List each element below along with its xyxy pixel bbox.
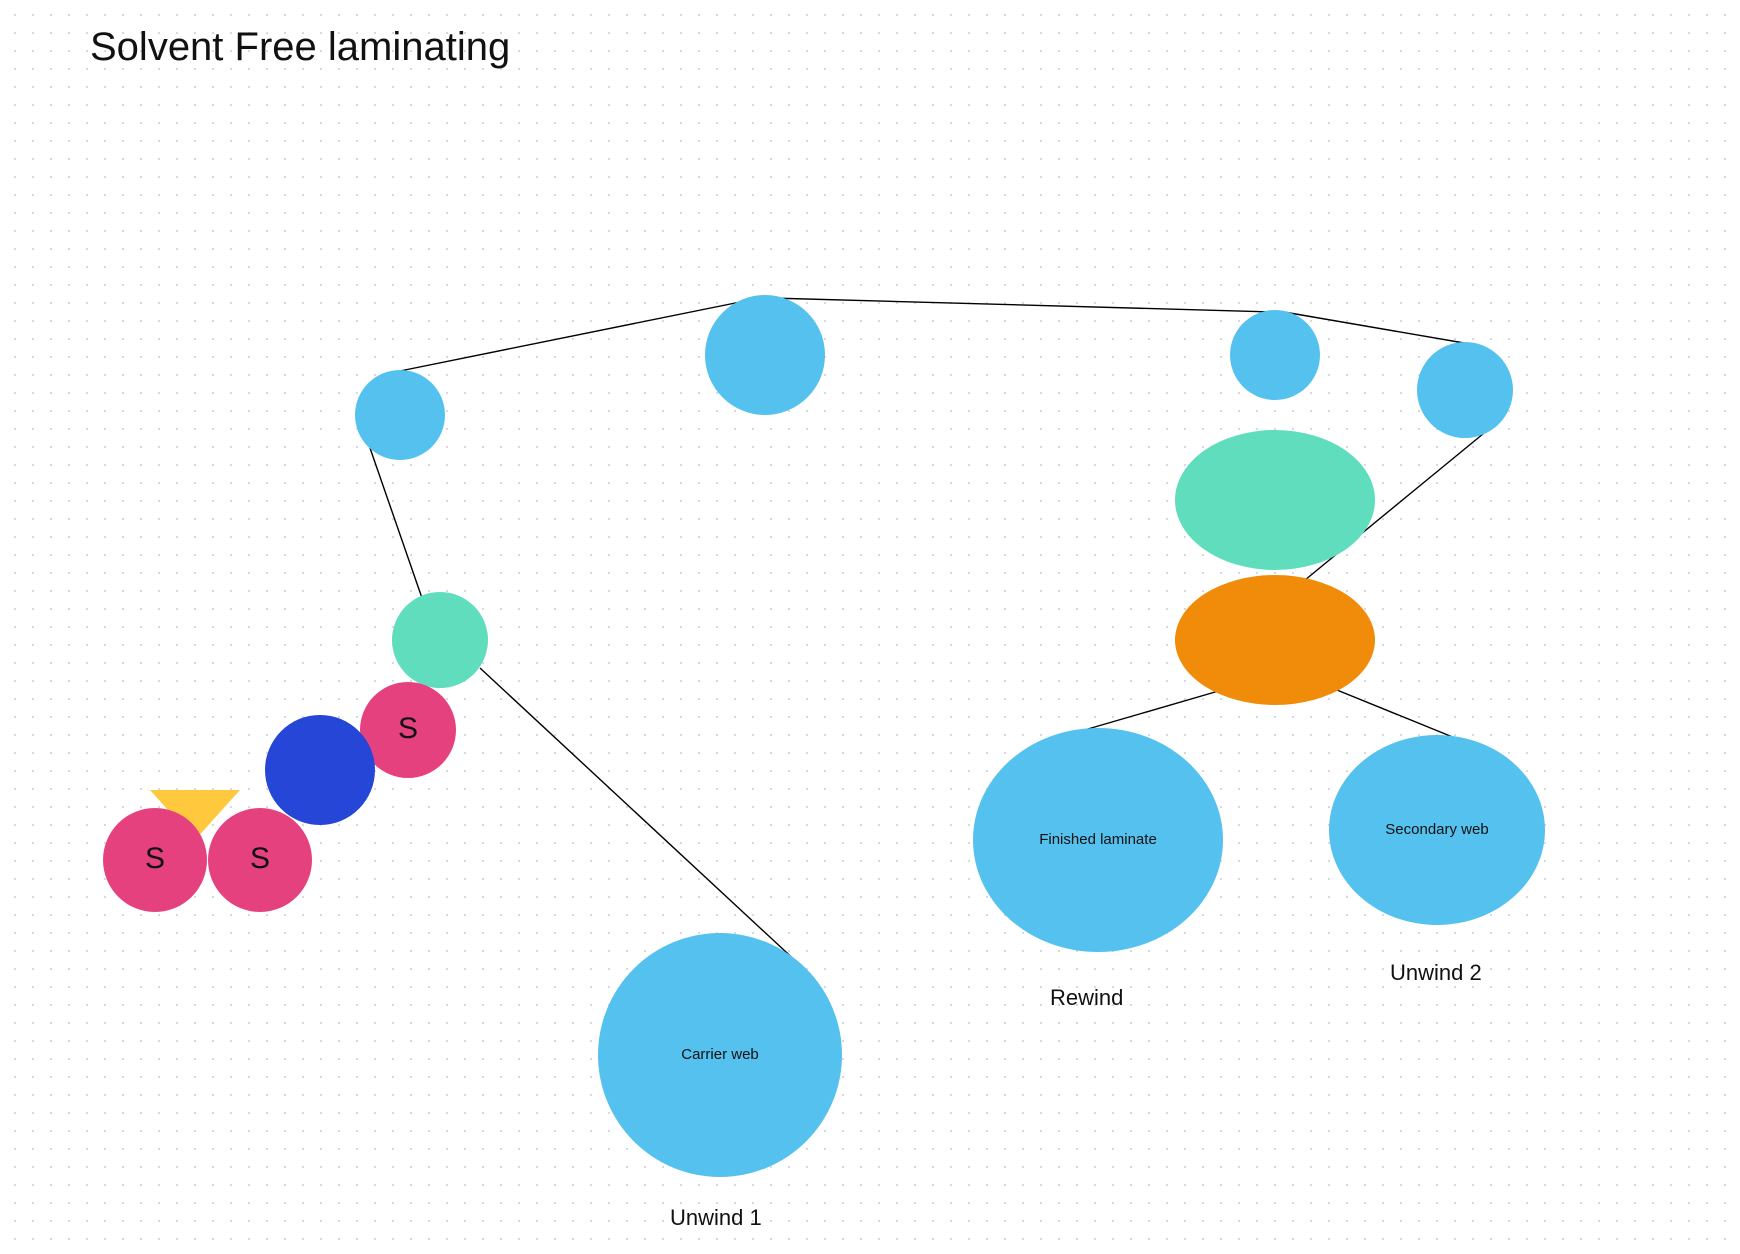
diagram-canvas: Solvent Free laminating Unwind 1 Rewind …: [0, 0, 1740, 1254]
node-roller_tl: [355, 370, 445, 460]
node-label-secondary_web: Secondary web: [1385, 821, 1488, 838]
node-label-carrier_web: Carrier web: [681, 1046, 759, 1063]
node-roller_top_mid: [705, 295, 825, 415]
web-path: [480, 668, 800, 965]
node-label-coat_pink_top: S: [398, 712, 418, 745]
node-nip_top: [1175, 430, 1375, 570]
node-coat_blue: [265, 715, 375, 825]
node-label-coat_pink_bl: S: [145, 842, 165, 875]
node-roller_top_r: [1230, 310, 1320, 400]
node-roller_far_r: [1417, 342, 1513, 438]
node-label-coat_pink_br: S: [250, 842, 270, 875]
web-path: [370, 448, 422, 598]
node-coat_teal: [392, 592, 488, 688]
nodes-group: S S S Carrier web Finished laminate Secondary…: [103, 295, 1545, 1177]
node-nip_bottom: [1175, 575, 1375, 705]
node-label-finished_laminate: Finished laminate: [1039, 831, 1157, 848]
web-path: [395, 298, 760, 372]
web-path: [1332, 688, 1460, 740]
web-path: [770, 298, 1275, 312]
diagram-svg: S S S Carrier web Finished laminate Secondary…: [0, 0, 1740, 1254]
